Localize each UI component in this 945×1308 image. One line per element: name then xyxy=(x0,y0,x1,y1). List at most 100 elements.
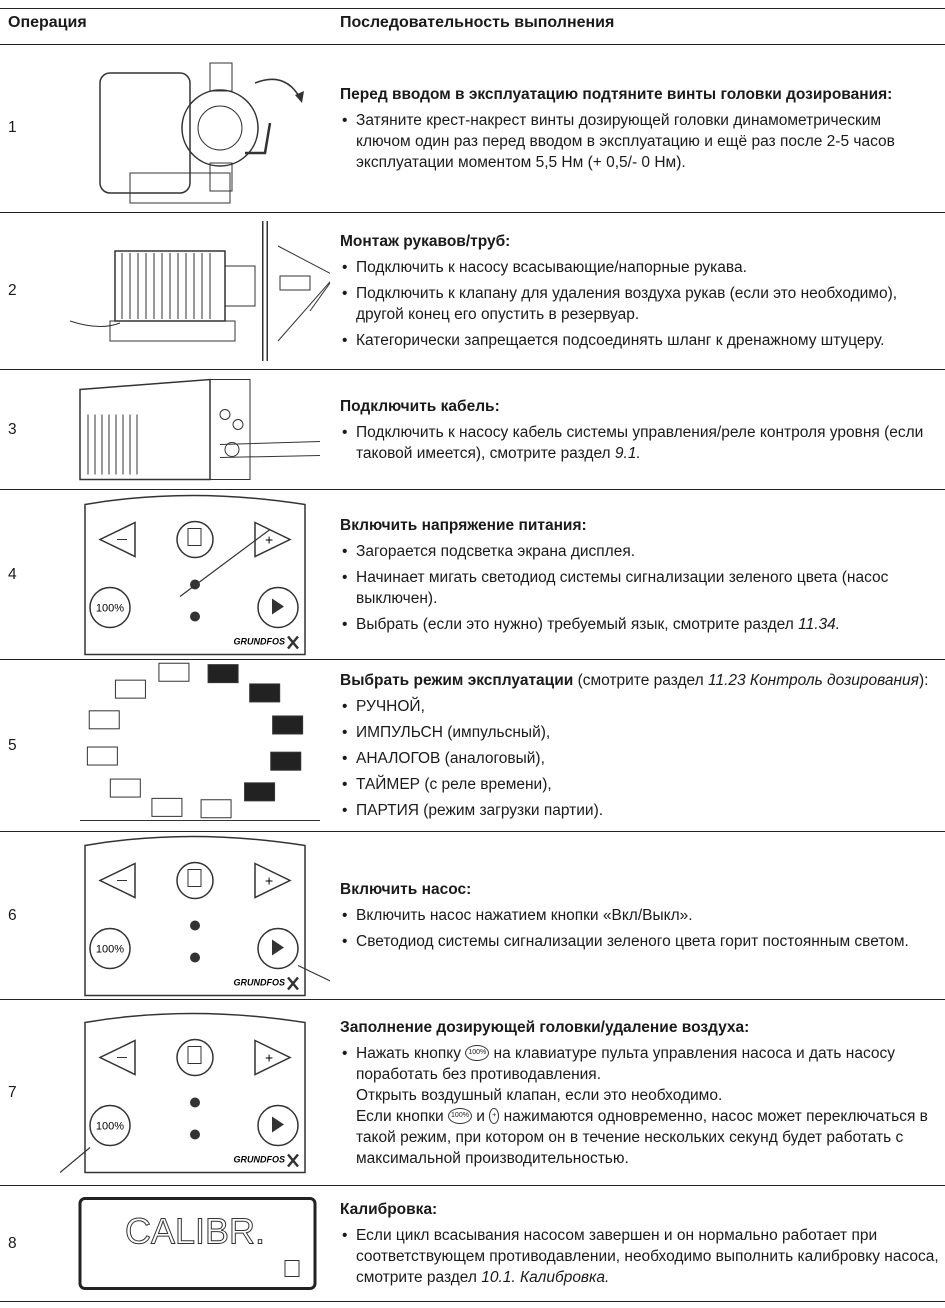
text-segment: + xyxy=(489,1108,500,1125)
table-row: 7 + 100% GRUNDFOS Заполнение дозирующей … xyxy=(0,1000,945,1186)
text-segment: Заполнение дозирующей головки/удаление в… xyxy=(340,1018,750,1036)
drawing-shape: + xyxy=(265,1050,273,1066)
step-title: Монтаж рукавов/труб: xyxy=(340,231,940,252)
text-segment: Включить насос нажатием кнопки «Вкл/Выкл… xyxy=(356,907,693,924)
step-item: Светодиод системы сигнализации зеленого … xyxy=(340,931,940,952)
row-content: Включить насос: Включить насос нажатием к… xyxy=(340,879,940,952)
drawing-shape xyxy=(254,1039,292,1076)
drawing-shape xyxy=(254,862,292,899)
drawing-shape: CALIBR. xyxy=(78,1197,317,1290)
row-content: Выбрать режим эксплуатации (смотрите раз… xyxy=(340,670,940,821)
drawing-shape xyxy=(88,710,120,730)
step-item: Категорически запрещается подсоединять ш… xyxy=(340,330,940,351)
drawing-shape xyxy=(270,751,302,771)
panel-100-label: 100% xyxy=(96,603,124,615)
drawing-shape xyxy=(284,1260,300,1277)
text-segment: Если кнопки xyxy=(356,1107,449,1125)
row-content: Подключить кабель: Подключить к насосу ка… xyxy=(340,396,940,464)
row-illustration: + 100% GRUNDFOS xyxy=(60,490,330,659)
step-item: Подключить к насосу кабель системы управ… xyxy=(340,422,940,464)
drawing-shape xyxy=(254,521,292,558)
drawing-shape xyxy=(79,378,321,481)
top-rule xyxy=(0,8,945,9)
step-title: Подключить кабель: xyxy=(340,396,940,417)
step-title: Включить напряжение питания: xyxy=(340,515,940,536)
text-segment: Включить насос: xyxy=(340,881,472,898)
step-item: Если цикл всасывания насосом завершен и … xyxy=(340,1225,940,1288)
row-illustration xyxy=(60,660,330,831)
text-segment: Калибровка: xyxy=(340,1201,438,1218)
row-number: 6 xyxy=(8,906,17,924)
row-illustration xyxy=(60,44,330,212)
step-item: ИМПУЛЬСН (импульсный), xyxy=(340,722,940,743)
text-segment: Нажать кнопку xyxy=(356,1044,466,1062)
drawing-shape xyxy=(89,1104,131,1147)
step-title: Калибровка: xyxy=(340,1199,940,1220)
panel-100-label: 100% xyxy=(96,1121,124,1133)
drawing-shape xyxy=(86,746,118,766)
drawing-shape xyxy=(190,1097,200,1108)
panel-brand: GRUNDFOS xyxy=(234,1155,286,1165)
text-segment: нажимаются одновременно, насос может пер… xyxy=(356,1107,928,1167)
row-number: 5 xyxy=(8,736,17,754)
drawing-shape xyxy=(59,1147,91,1173)
text-segment: Выбрать (если это нужно) требуемый язык,… xyxy=(356,615,799,633)
drawing-shape xyxy=(244,782,276,802)
drawing-shape: + 100% GRUNDFOS xyxy=(59,1012,306,1174)
step-item: Подключить к клапану для удаления воздух… xyxy=(340,283,940,325)
row-illustration xyxy=(60,370,330,489)
row-content: Заполнение дозирующей головки/удаление в… xyxy=(340,1017,940,1169)
text-segment: Светодиод системы сигнализации зеленого … xyxy=(356,933,909,950)
step-title: Перед вводом в эксплуатацию подтяните ви… xyxy=(340,84,940,105)
text-segment: Подключить к насосу кабель системы управ… xyxy=(356,423,924,462)
step-item: Затяните крест-накрест винты дозирующей … xyxy=(340,110,940,173)
table-row: 6 + 100% GRUNDFOS Включить насос:Включит… xyxy=(0,832,945,1000)
drawing-shape xyxy=(197,105,243,151)
drawing-shape xyxy=(158,662,190,682)
drawing-shape xyxy=(219,409,231,420)
row-number: 1 xyxy=(8,119,17,136)
drawing-shape xyxy=(98,521,136,558)
text-segment: 11.23 Контроль дозирования xyxy=(707,672,919,689)
text-segment: Перед вводом в эксплуатацию подтяните ви… xyxy=(340,85,893,103)
drawing-shape xyxy=(279,275,311,291)
drawing-shape xyxy=(176,520,214,559)
row-number: 2 xyxy=(8,282,17,299)
text-segment: ИМПУЛЬСН (импульсный), xyxy=(356,724,551,741)
drawing-shape xyxy=(151,797,183,817)
drawing-shape xyxy=(79,378,211,481)
text-segment: 10.1. Калибровка. xyxy=(481,1269,610,1286)
step-item: РУЧНОЙ, xyxy=(340,696,940,717)
step-item: Загорается подсветка экрана дисплея. xyxy=(340,541,940,562)
panel-brand: GRUNDFOS xyxy=(234,978,286,988)
drawing-shape xyxy=(179,529,271,597)
header-sequence: Последовательность выполнения xyxy=(340,14,615,31)
drawing-shape xyxy=(98,862,136,899)
drawing-shape xyxy=(257,927,299,970)
text-segment: Затяните крест-накрест винты дозирующей … xyxy=(356,111,895,171)
display-text: CALIBR. xyxy=(125,1211,265,1252)
drawing-shape xyxy=(224,265,256,307)
text-segment: 100% xyxy=(448,1108,472,1125)
row-illustration: + 100% GRUNDFOS xyxy=(60,832,351,999)
drawing-shape xyxy=(287,635,299,650)
drawing-shape xyxy=(209,62,233,92)
drawing-shape: + 100% GRUNDFOS xyxy=(84,494,306,656)
text-segment: Загорается подсветка экрана дисплея. xyxy=(356,542,636,560)
step-item: АНАЛОГОВ (аналоговый), xyxy=(340,748,940,769)
step-title: Включить насос: xyxy=(340,879,940,900)
table-row: 5 Выбрать режим эксплуатации (смотрите ра… xyxy=(0,660,945,832)
text-segment: 9.1. xyxy=(614,444,641,462)
step-title: Выбрать режим эксплуатации (смотрите раз… xyxy=(340,670,940,691)
drawing-shape xyxy=(190,611,200,622)
text-segment: 100% xyxy=(465,1045,490,1062)
step-item: Нажать кнопку 100% на клавиатуре пульта … xyxy=(340,1043,940,1085)
row-illustration xyxy=(60,213,336,369)
drawing-shape xyxy=(80,662,320,821)
text-segment: РУЧНОЙ, xyxy=(356,698,425,715)
drawing-shape xyxy=(232,419,244,430)
drawing-shape: + xyxy=(265,532,273,548)
drawing-shape xyxy=(257,1104,299,1147)
step-item: Если кнопки 100% и + нажимаются одноврем… xyxy=(340,1106,940,1169)
